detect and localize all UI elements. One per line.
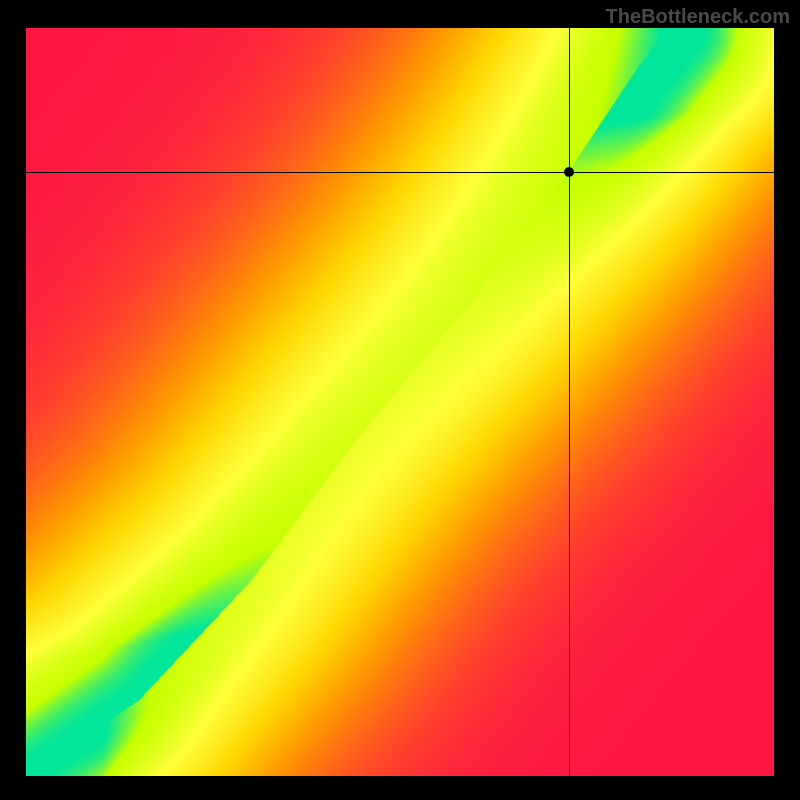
crosshair-vertical <box>569 28 570 776</box>
heatmap-plot-area <box>26 28 774 776</box>
crosshair-marker <box>564 167 574 177</box>
watermark-text: TheBottleneck.com <box>606 6 790 29</box>
heatmap-canvas <box>26 28 774 776</box>
crosshair-horizontal <box>26 172 774 173</box>
